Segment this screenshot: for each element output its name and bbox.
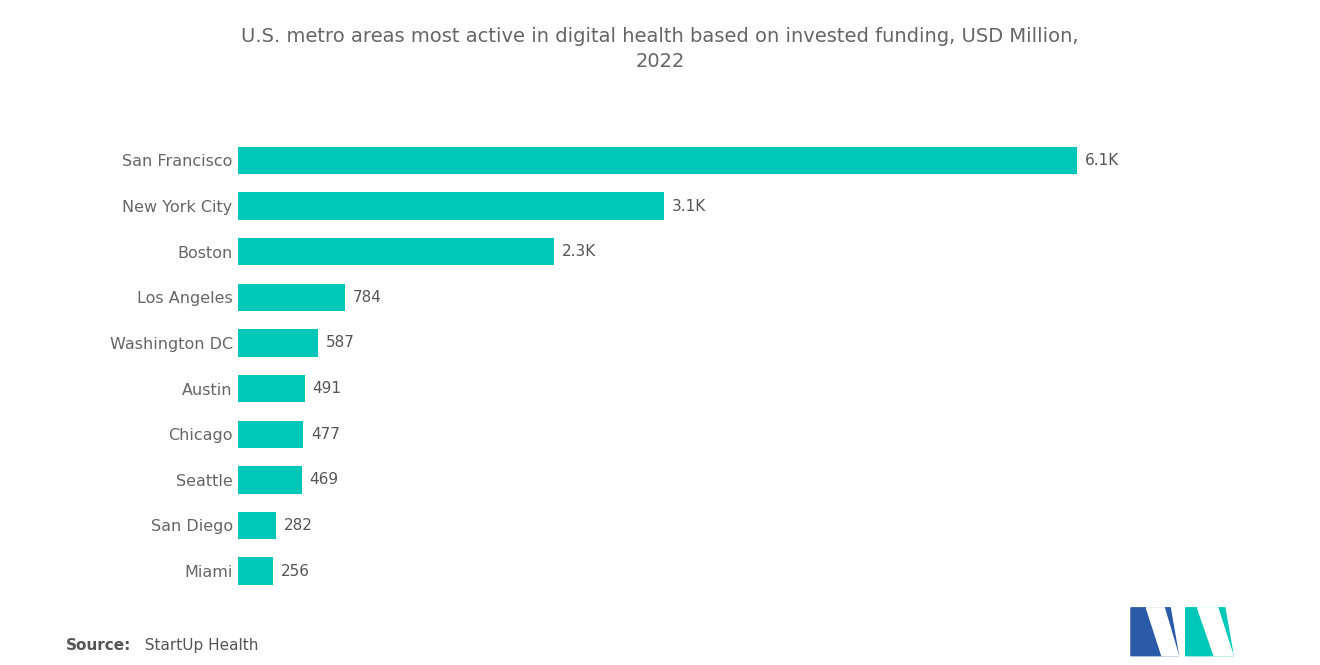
- Text: 784: 784: [352, 290, 381, 305]
- Bar: [238, 420, 304, 448]
- Bar: [238, 192, 664, 219]
- Bar: [238, 557, 273, 585]
- Text: StartUp Health: StartUp Health: [135, 638, 257, 654]
- Text: Source:: Source:: [66, 638, 132, 654]
- Text: 587: 587: [326, 335, 355, 350]
- Bar: [238, 512, 276, 539]
- Text: 2.3K: 2.3K: [561, 244, 595, 259]
- Bar: [238, 238, 554, 265]
- Polygon shape: [1185, 608, 1233, 656]
- Text: 6.1K: 6.1K: [1085, 153, 1118, 168]
- Text: 3.1K: 3.1K: [672, 199, 706, 213]
- Text: 469: 469: [310, 472, 339, 487]
- Text: U.S. metro areas most active in digital health based on invested funding, USD Mi: U.S. metro areas most active in digital …: [242, 27, 1078, 70]
- Bar: [238, 147, 1077, 174]
- Polygon shape: [1197, 608, 1233, 656]
- Text: 256: 256: [280, 564, 309, 579]
- Bar: [238, 375, 305, 402]
- Bar: [238, 329, 318, 356]
- Text: 477: 477: [310, 427, 339, 442]
- Bar: [238, 283, 346, 311]
- Text: 282: 282: [284, 518, 313, 533]
- Bar: [238, 466, 302, 493]
- Polygon shape: [1131, 608, 1179, 656]
- Polygon shape: [1146, 608, 1179, 656]
- Text: 491: 491: [313, 381, 342, 396]
